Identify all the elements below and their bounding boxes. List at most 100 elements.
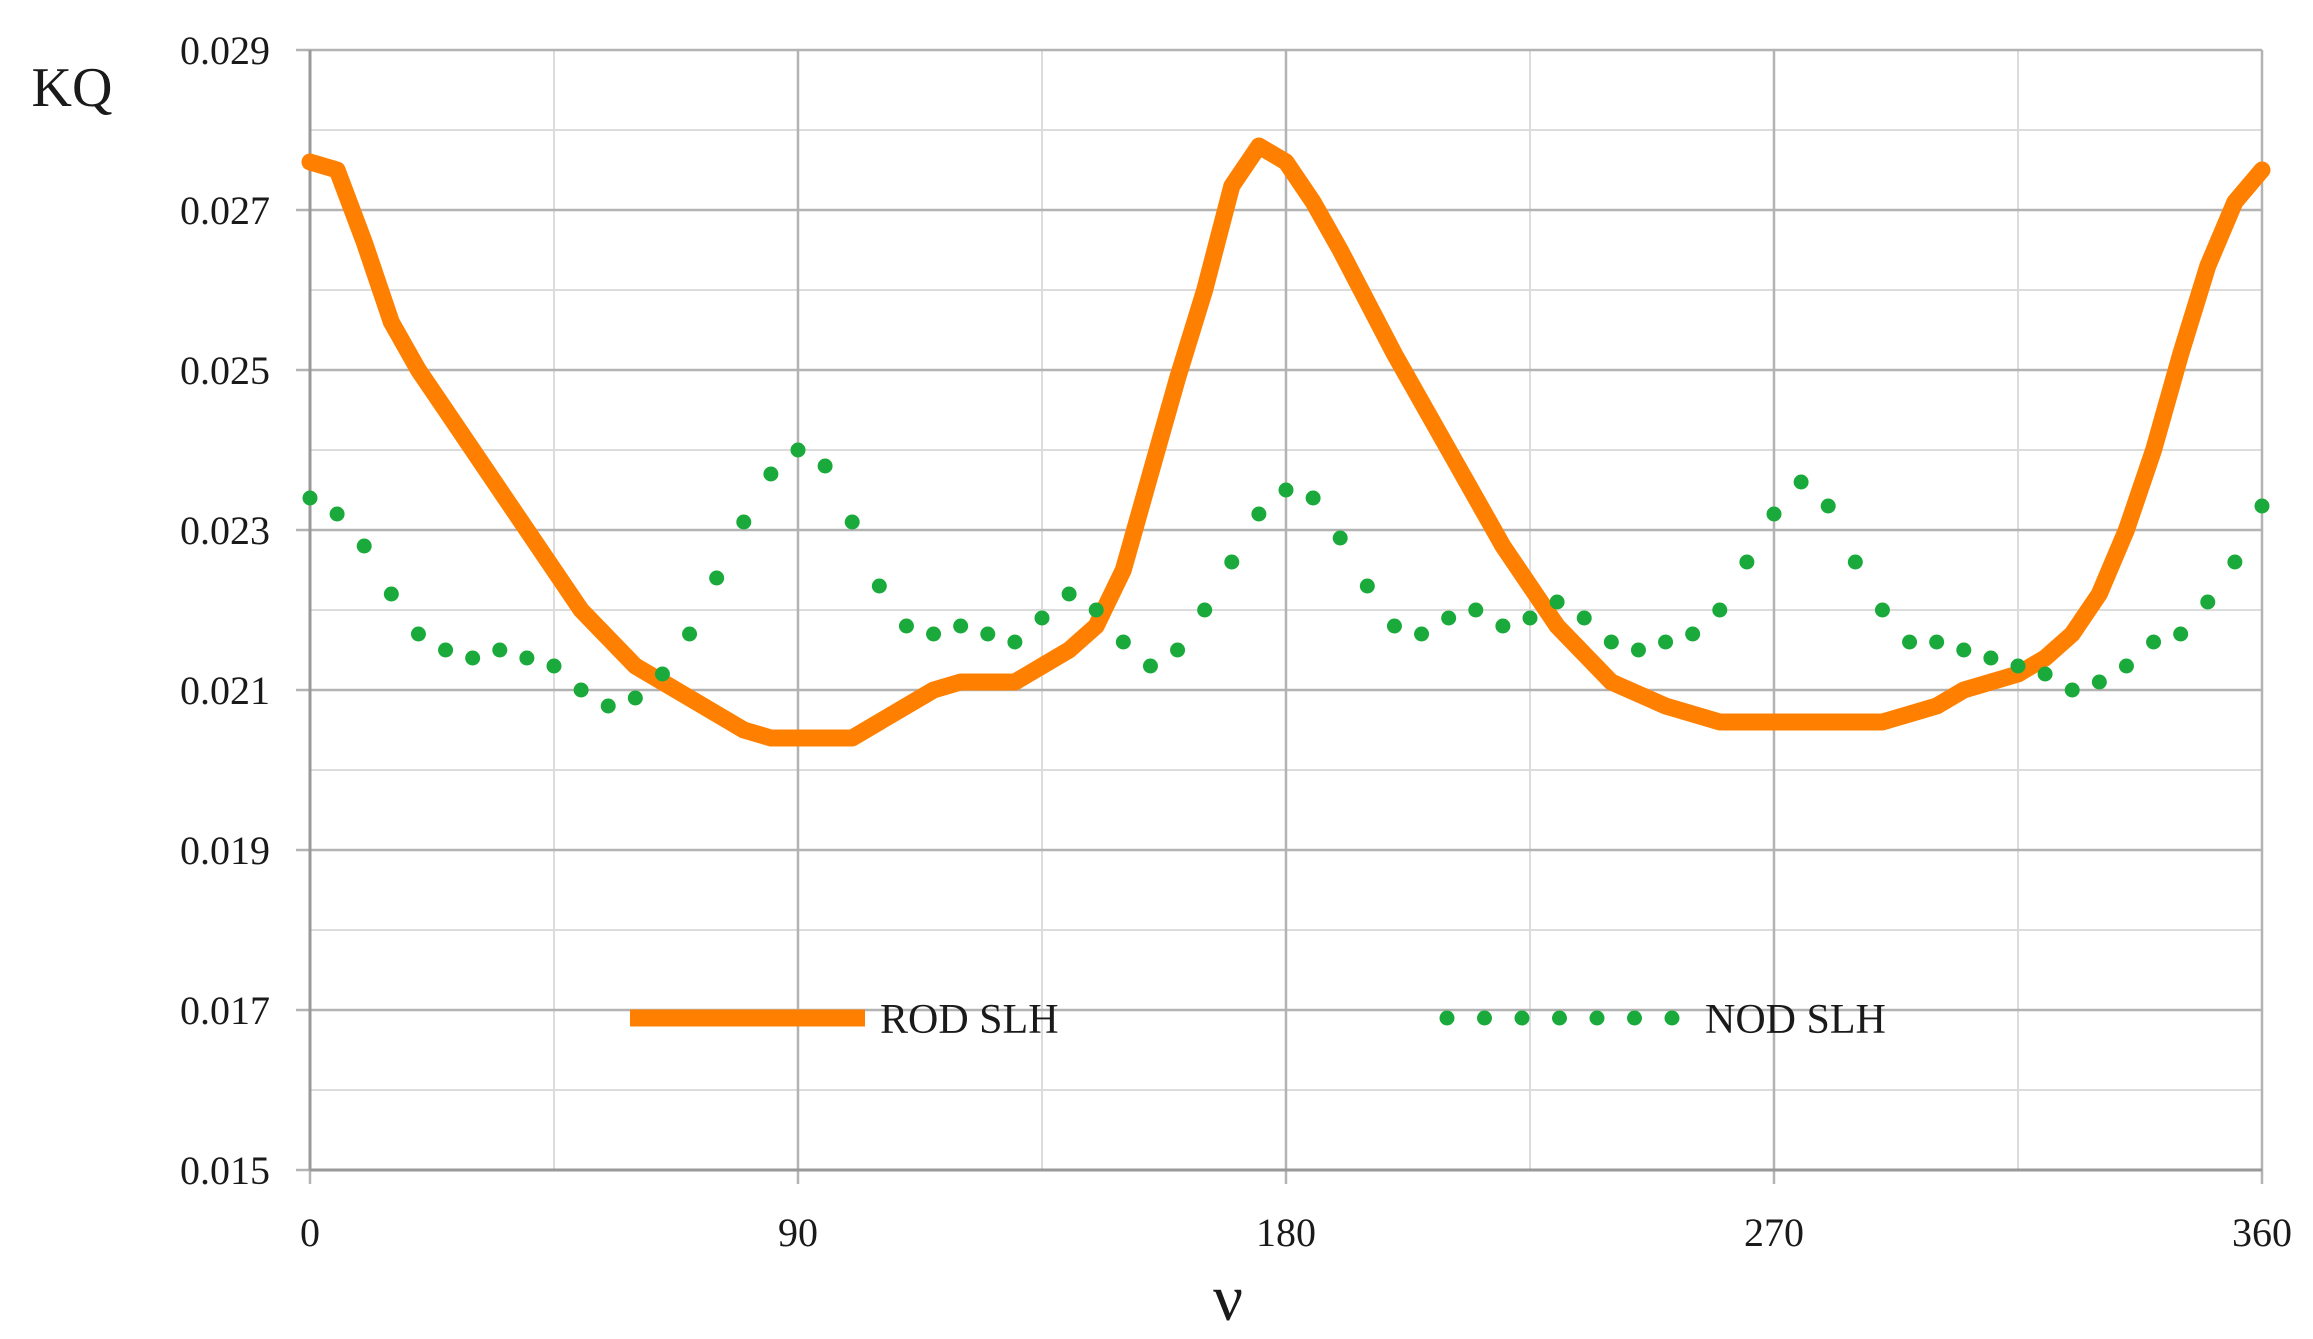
series-point-nod-slh — [1034, 610, 1050, 626]
legend-dot — [1552, 1010, 1567, 1026]
series-point-nod-slh — [627, 690, 643, 706]
series-point-nod-slh — [1278, 482, 1294, 498]
series-point-nod-slh — [383, 586, 399, 602]
series-point-nod-slh — [600, 698, 616, 714]
series-point-nod-slh — [2173, 626, 2189, 642]
x-tick-label: 90 — [778, 1210, 818, 1255]
series-point-nod-slh — [329, 506, 345, 522]
y-tick-label: 0.021 — [180, 668, 270, 713]
series-point-nod-slh — [1251, 506, 1267, 522]
series-point-nod-slh — [2200, 594, 2216, 610]
series-point-nod-slh — [1576, 610, 1592, 626]
series-point-nod-slh — [709, 570, 725, 586]
series-point-nod-slh — [1522, 610, 1538, 626]
legend-swatch-nod-slh — [1439, 1010, 1680, 1026]
series-point-nod-slh — [2227, 554, 2243, 570]
legend-dot — [1664, 1010, 1680, 1026]
series-point-nod-slh — [438, 642, 454, 658]
legend-label-rod-slh: ROD SLH — [880, 997, 1059, 1043]
series-point-nod-slh — [1793, 474, 1809, 490]
series-point-nod-slh — [1603, 634, 1619, 650]
y-tick-label: 0.029 — [180, 28, 270, 73]
series-point-nod-slh — [682, 626, 698, 642]
x-tick-label: 180 — [1256, 1210, 1316, 1255]
series-point-nod-slh — [790, 442, 806, 458]
series-point-nod-slh — [1658, 634, 1674, 650]
series-point-nod-slh — [1766, 506, 1782, 522]
x-axis-title: ν — [1213, 1262, 1243, 1335]
y-tick-label: 0.023 — [180, 508, 270, 553]
series-point-nod-slh — [1170, 642, 1186, 658]
legend-dot — [1477, 1010, 1492, 1026]
series-point-nod-slh — [410, 626, 426, 642]
series-point-nod-slh — [2091, 674, 2107, 690]
series-point-nod-slh — [2118, 658, 2134, 674]
legend-dot — [1514, 1010, 1530, 1026]
series-point-nod-slh — [736, 514, 752, 530]
y-tick-label: 0.015 — [180, 1148, 270, 1193]
series-point-nod-slh — [356, 538, 372, 554]
y-tick-label: 0.025 — [180, 348, 270, 393]
series-line-rod-slh — [301, 137, 2271, 747]
series-point-nod-slh — [1007, 634, 1023, 650]
series-point-nod-slh — [492, 642, 508, 658]
y-tick-label: 0.017 — [180, 988, 270, 1033]
series-point-nod-slh — [1414, 626, 1430, 642]
y-axis-title: KQ — [32, 57, 113, 119]
series-point-nod-slh — [1305, 490, 1321, 506]
x-tick-label: 270 — [1744, 1210, 1804, 1255]
series-point-nod-slh — [2064, 682, 2080, 698]
y-tick-label: 0.019 — [180, 828, 270, 873]
series-point-nod-slh — [1847, 554, 1863, 570]
series-point-nod-slh — [654, 666, 670, 682]
legend-dot — [1589, 1010, 1605, 1026]
series-point-nod-slh — [1197, 602, 1213, 618]
series-point-nod-slh — [1386, 618, 1402, 634]
y-tick-label: 0.027 — [180, 188, 270, 233]
x-tick-label: 360 — [2232, 1210, 2292, 1255]
series-point-nod-slh — [2254, 498, 2270, 514]
series-point-nod-slh — [898, 618, 914, 634]
series-point-nod-slh — [2010, 658, 2026, 674]
series-point-nod-slh — [1115, 634, 1131, 650]
legend: ROD SLH NOD SLH — [630, 997, 1886, 1043]
axes — [308, 50, 2262, 1172]
series-point-nod-slh — [546, 658, 562, 674]
series-point-nod-slh — [1142, 658, 1158, 674]
series-point-nod-slh — [1061, 586, 1077, 602]
series-point-nod-slh — [1929, 634, 1945, 650]
series-point-nod-slh — [1630, 642, 1646, 658]
series-point-nod-slh — [844, 514, 860, 530]
series-point-nod-slh — [1088, 602, 1104, 618]
series-point-nod-slh — [1956, 642, 1972, 658]
x-tick-labels: 0 90 180 270 360 — [300, 1210, 2292, 1255]
series-point-nod-slh — [573, 682, 589, 698]
legend-dot — [1439, 1010, 1455, 1026]
series-point-nod-slh — [1983, 650, 1999, 666]
series-point-nod-slh — [980, 626, 996, 642]
series-point-nod-slh — [1874, 602, 1890, 618]
series-point-nod-slh — [817, 458, 833, 474]
series-point-nod-slh — [953, 618, 969, 634]
series-point-nod-slh — [2146, 634, 2162, 650]
x-tick-label: 0 — [300, 1210, 320, 1255]
series-point-nod-slh — [1739, 554, 1755, 570]
gridlines — [296, 48, 2264, 1184]
series-point-nod-slh — [1441, 610, 1457, 626]
legend-label-nod-slh: NOD SLH — [1705, 997, 1886, 1043]
series-point-nod-slh — [1685, 626, 1701, 642]
legend-dot — [1627, 1010, 1642, 1026]
series-point-nod-slh — [1468, 602, 1484, 618]
series-point-nod-slh — [465, 650, 481, 666]
series-point-nod-slh — [871, 578, 887, 594]
series-point-nod-slh — [926, 626, 942, 642]
y-tick-labels: 0.015 0.017 0.019 0.021 0.023 0.025 0.027 0.029 — [180, 28, 270, 1193]
series-point-nod-slh — [1332, 530, 1348, 546]
series-point-nod-slh — [519, 650, 535, 666]
series-point-nod-slh — [1224, 554, 1240, 570]
series-point-nod-slh — [1495, 618, 1511, 634]
series-point-nod-slh — [1712, 602, 1728, 618]
series-point-nod-slh — [1359, 578, 1375, 594]
series-point-nod-slh — [302, 490, 318, 506]
